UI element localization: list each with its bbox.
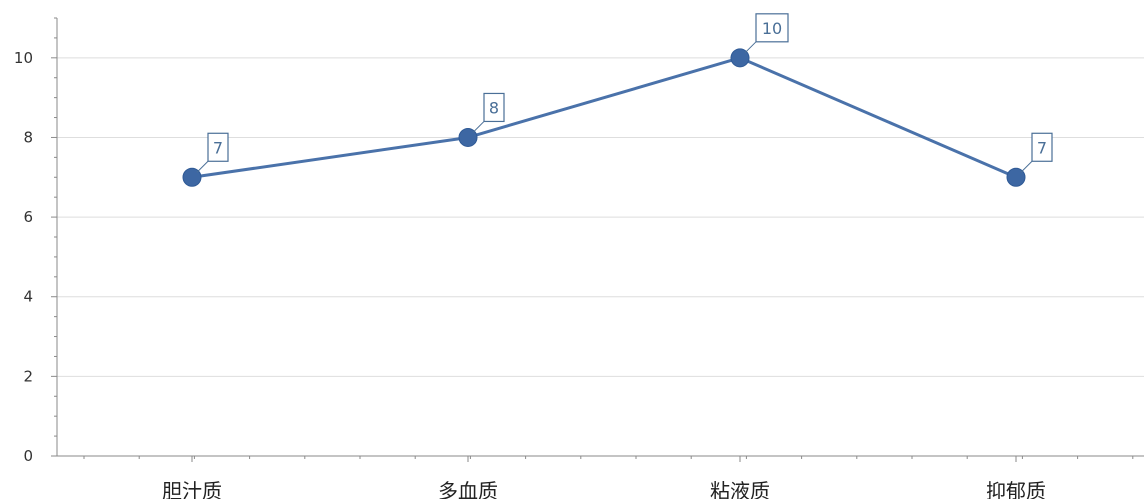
data-label: 10 [762, 19, 782, 38]
data-label: 7 [1037, 138, 1047, 157]
y-tick-label: 4 [23, 288, 33, 306]
data-label-leader [196, 160, 209, 173]
x-tick-label: 多血质 [438, 479, 498, 499]
data-point [730, 48, 750, 68]
data-label-box [483, 92, 505, 123]
data-label: 7 [213, 138, 223, 157]
axes: 0 2 4 6 8 10 胆汁质 多血质 粘液质 抑郁质 [14, 17, 1144, 499]
data-point [1006, 167, 1026, 187]
data-label-box [1031, 132, 1053, 162]
y-tick-label: 2 [23, 367, 33, 385]
y-tick-label: 0 [23, 447, 33, 465]
data-point [458, 127, 478, 147]
y-tick-label: 8 [23, 128, 33, 146]
x-tick-label: 抑郁质 [986, 479, 1046, 499]
data-labels: 7 8 10 7 [196, 13, 1053, 173]
data-label-box [755, 13, 789, 43]
x-tick-label: 胆汁质 [162, 479, 222, 499]
y-tick-label: 6 [23, 208, 33, 226]
data-label-leader [744, 41, 757, 54]
series-revenue [182, 48, 1026, 187]
data-point [182, 167, 202, 187]
data-label: 8 [489, 98, 499, 117]
x-tick-label: 粘液质 [710, 479, 770, 499]
data-label-box [207, 132, 229, 162]
gridlines [57, 57, 1144, 377]
y-tick-label: 10 [14, 49, 33, 67]
series-line [191, 56, 1017, 179]
data-label-leader [1020, 160, 1033, 173]
data-label-leader [472, 121, 485, 133]
